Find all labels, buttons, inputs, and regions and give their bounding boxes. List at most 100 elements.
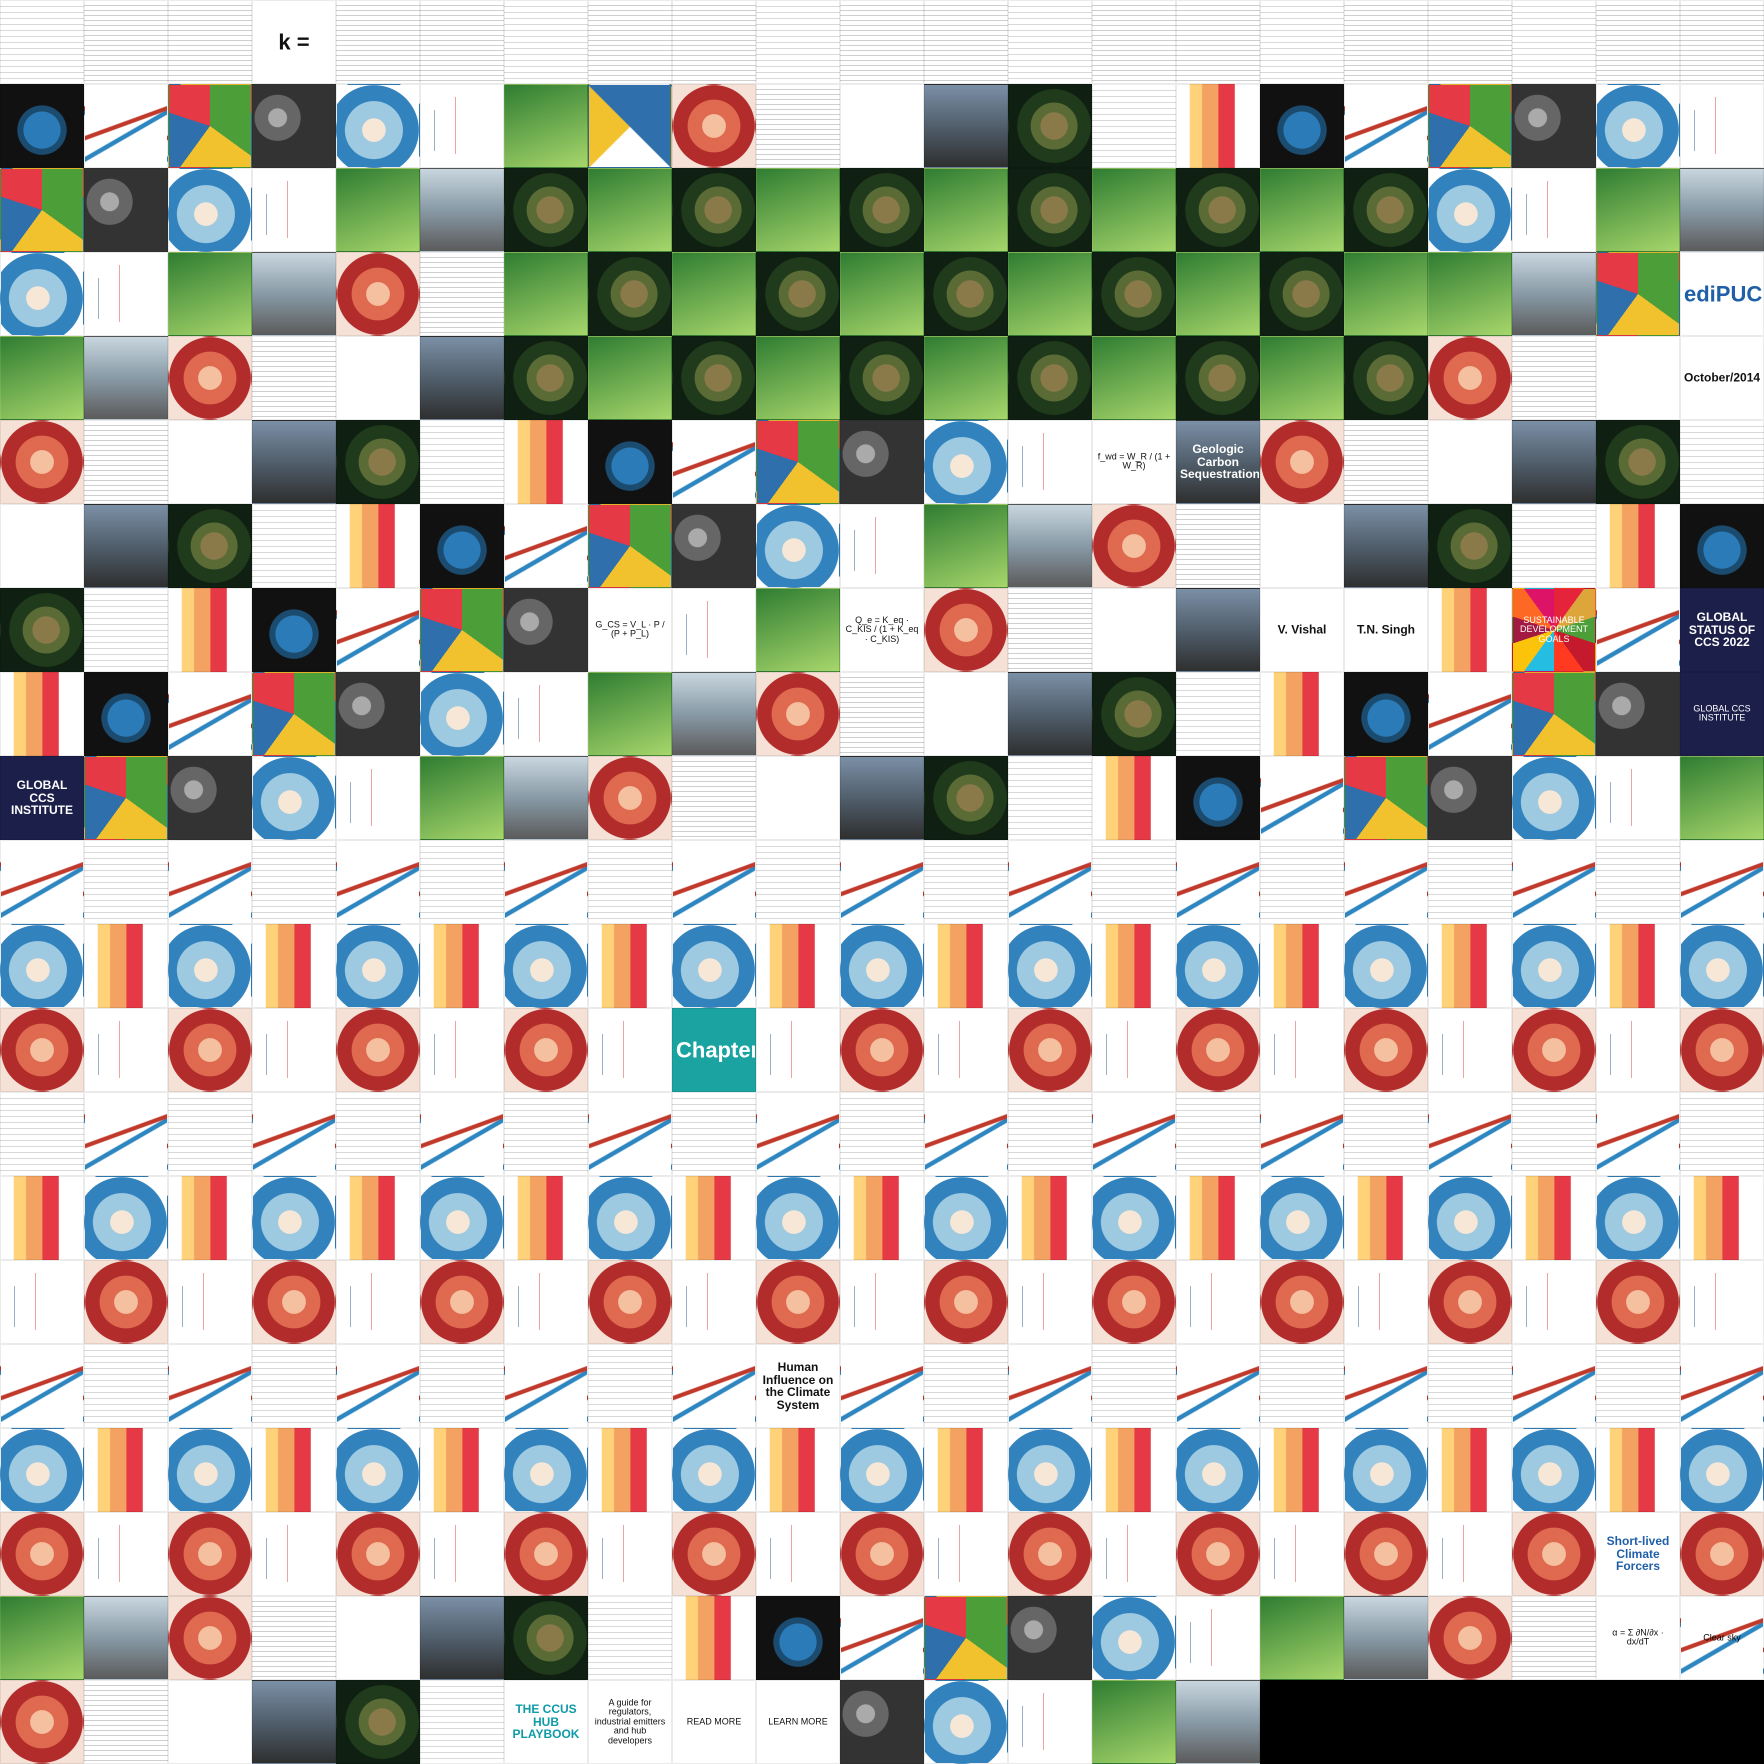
- thumbnail-tile: [1260, 252, 1344, 336]
- thumbnail-tile: [0, 1344, 84, 1428]
- thumbnail-tile: [1344, 672, 1428, 756]
- thumbnail-tile: GLOBAL CCS INSTITUTE: [0, 756, 84, 840]
- thumbnail-tile: [1176, 1344, 1260, 1428]
- thumbnail-tile: [252, 588, 336, 672]
- thumbnail-tile: [1428, 1596, 1512, 1680]
- thumbnail-tile: [840, 1596, 924, 1680]
- thumbnail-tile: [840, 1680, 924, 1764]
- thumbnail-caption: Chapters: [676, 1037, 755, 1063]
- thumbnail-tile: [1092, 1176, 1176, 1260]
- thumbnail-tile: [84, 840, 168, 924]
- thumbnail-tile: [420, 756, 504, 840]
- thumbnail-tile: [1596, 1092, 1680, 1176]
- thumbnail-tile: [1680, 420, 1764, 504]
- thumbnail-tile: [252, 1596, 336, 1680]
- thumbnail-tile: [840, 336, 924, 420]
- thumbnail-tile: [1344, 1260, 1428, 1344]
- thumbnail-tile: [84, 1260, 168, 1344]
- thumbnail-tile: [1260, 84, 1344, 168]
- thumbnail-tile: [1596, 588, 1680, 672]
- thumbnail-tile: [0, 672, 84, 756]
- thumbnail-tile: [504, 1596, 588, 1680]
- thumbnail-tile: [252, 1260, 336, 1344]
- thumbnail-tile: [84, 420, 168, 504]
- thumbnail-tile: [840, 1344, 924, 1428]
- thumbnail-tile: [252, 504, 336, 588]
- thumbnail-tile: [84, 924, 168, 1008]
- thumbnail-tile: [756, 1008, 840, 1092]
- thumbnail-tile: [1176, 0, 1260, 84]
- thumbnail-tile: [84, 504, 168, 588]
- empty-tile: [1680, 1680, 1764, 1764]
- thumbnail-tile: [420, 1596, 504, 1680]
- thumbnail-tile: [168, 420, 252, 504]
- thumbnail-tile: [1680, 1512, 1764, 1596]
- thumbnail-tile: [252, 924, 336, 1008]
- thumbnail-tile: [1344, 0, 1428, 84]
- thumbnail-tile: [1512, 84, 1596, 168]
- thumbnail-tile: [1176, 1512, 1260, 1596]
- thumbnail-caption: GLOBAL STATUS OF CCS 2022: [1688, 610, 1756, 650]
- thumbnail-tile: [1344, 1428, 1428, 1512]
- thumbnail-tile: READ MORE: [672, 1680, 756, 1764]
- thumbnail-tile: [1680, 168, 1764, 252]
- thumbnail-tile: [1596, 1008, 1680, 1092]
- thumbnail-tile: [1176, 840, 1260, 924]
- thumbnail-tile: [1344, 168, 1428, 252]
- thumbnail-tile: [336, 756, 420, 840]
- thumbnail-tile: [0, 1512, 84, 1596]
- thumbnail-tile: [252, 252, 336, 336]
- thumbnail-tile: [1344, 924, 1428, 1008]
- thumbnail-tile: [1344, 504, 1428, 588]
- thumbnail-tile: [1344, 1008, 1428, 1092]
- thumbnail-tile: [1176, 336, 1260, 420]
- thumbnail-caption: V. Vishal: [1277, 622, 1327, 637]
- thumbnail-caption: k =: [278, 29, 310, 55]
- thumbnail-tile: [1512, 252, 1596, 336]
- thumbnail-tile: [672, 1596, 756, 1680]
- thumbnail-tile: [0, 840, 84, 924]
- thumbnail-tile: [588, 1176, 672, 1260]
- thumbnail-tile: [1260, 924, 1344, 1008]
- thumbnail-tile: [1008, 252, 1092, 336]
- thumbnail-tile: [1680, 1260, 1764, 1344]
- thumbnail-tile: [1008, 504, 1092, 588]
- thumbnail-tile: [84, 168, 168, 252]
- thumbnail-tile: [924, 168, 1008, 252]
- thumbnail-tile: SUSTAINABLE DEVELOPMENT GOALS: [1512, 588, 1596, 672]
- thumbnail-tile: [168, 924, 252, 1008]
- thumbnail-tile: [1512, 336, 1596, 420]
- thumbnail-tile: [336, 924, 420, 1008]
- thumbnail-tile: [336, 1344, 420, 1428]
- thumbnail-tile: [588, 1512, 672, 1596]
- thumbnail-tile: [1008, 672, 1092, 756]
- thumbnail-tile: [84, 1428, 168, 1512]
- thumbnail-tile: [252, 84, 336, 168]
- thumbnail-tile: [924, 336, 1008, 420]
- thumbnail-tile: [1176, 672, 1260, 756]
- thumbnail-tile: [1428, 1176, 1512, 1260]
- thumbnail-tile: [1260, 1092, 1344, 1176]
- thumbnail-tile: [1008, 84, 1092, 168]
- thumbnail-tile: [588, 756, 672, 840]
- thumbnail-tile: [1260, 504, 1344, 588]
- thumbnail-tile: Human Influence on the Climate System: [756, 1344, 840, 1428]
- thumbnail-tile: [588, 84, 672, 168]
- thumbnail-tile: [924, 1680, 1008, 1764]
- thumbnail-tile: [1428, 840, 1512, 924]
- thumbnail-tile: [1512, 1092, 1596, 1176]
- thumbnail-caption: GLOBAL CCS INSTITUTE: [11, 778, 73, 818]
- thumbnail-tile: [756, 1512, 840, 1596]
- thumbnail-tile: [1260, 672, 1344, 756]
- thumbnail-tile: [840, 168, 924, 252]
- thumbnail-tile: [1680, 840, 1764, 924]
- thumbnail-tile: [504, 1008, 588, 1092]
- thumbnail-tile: [756, 1092, 840, 1176]
- thumbnail-tile: [588, 1344, 672, 1428]
- thumbnail-tile: [924, 1596, 1008, 1680]
- thumbnail-tile: [1344, 1092, 1428, 1176]
- thumbnail-tile: [336, 1176, 420, 1260]
- thumbnail-tile: [588, 0, 672, 84]
- thumbnail-tile: [924, 84, 1008, 168]
